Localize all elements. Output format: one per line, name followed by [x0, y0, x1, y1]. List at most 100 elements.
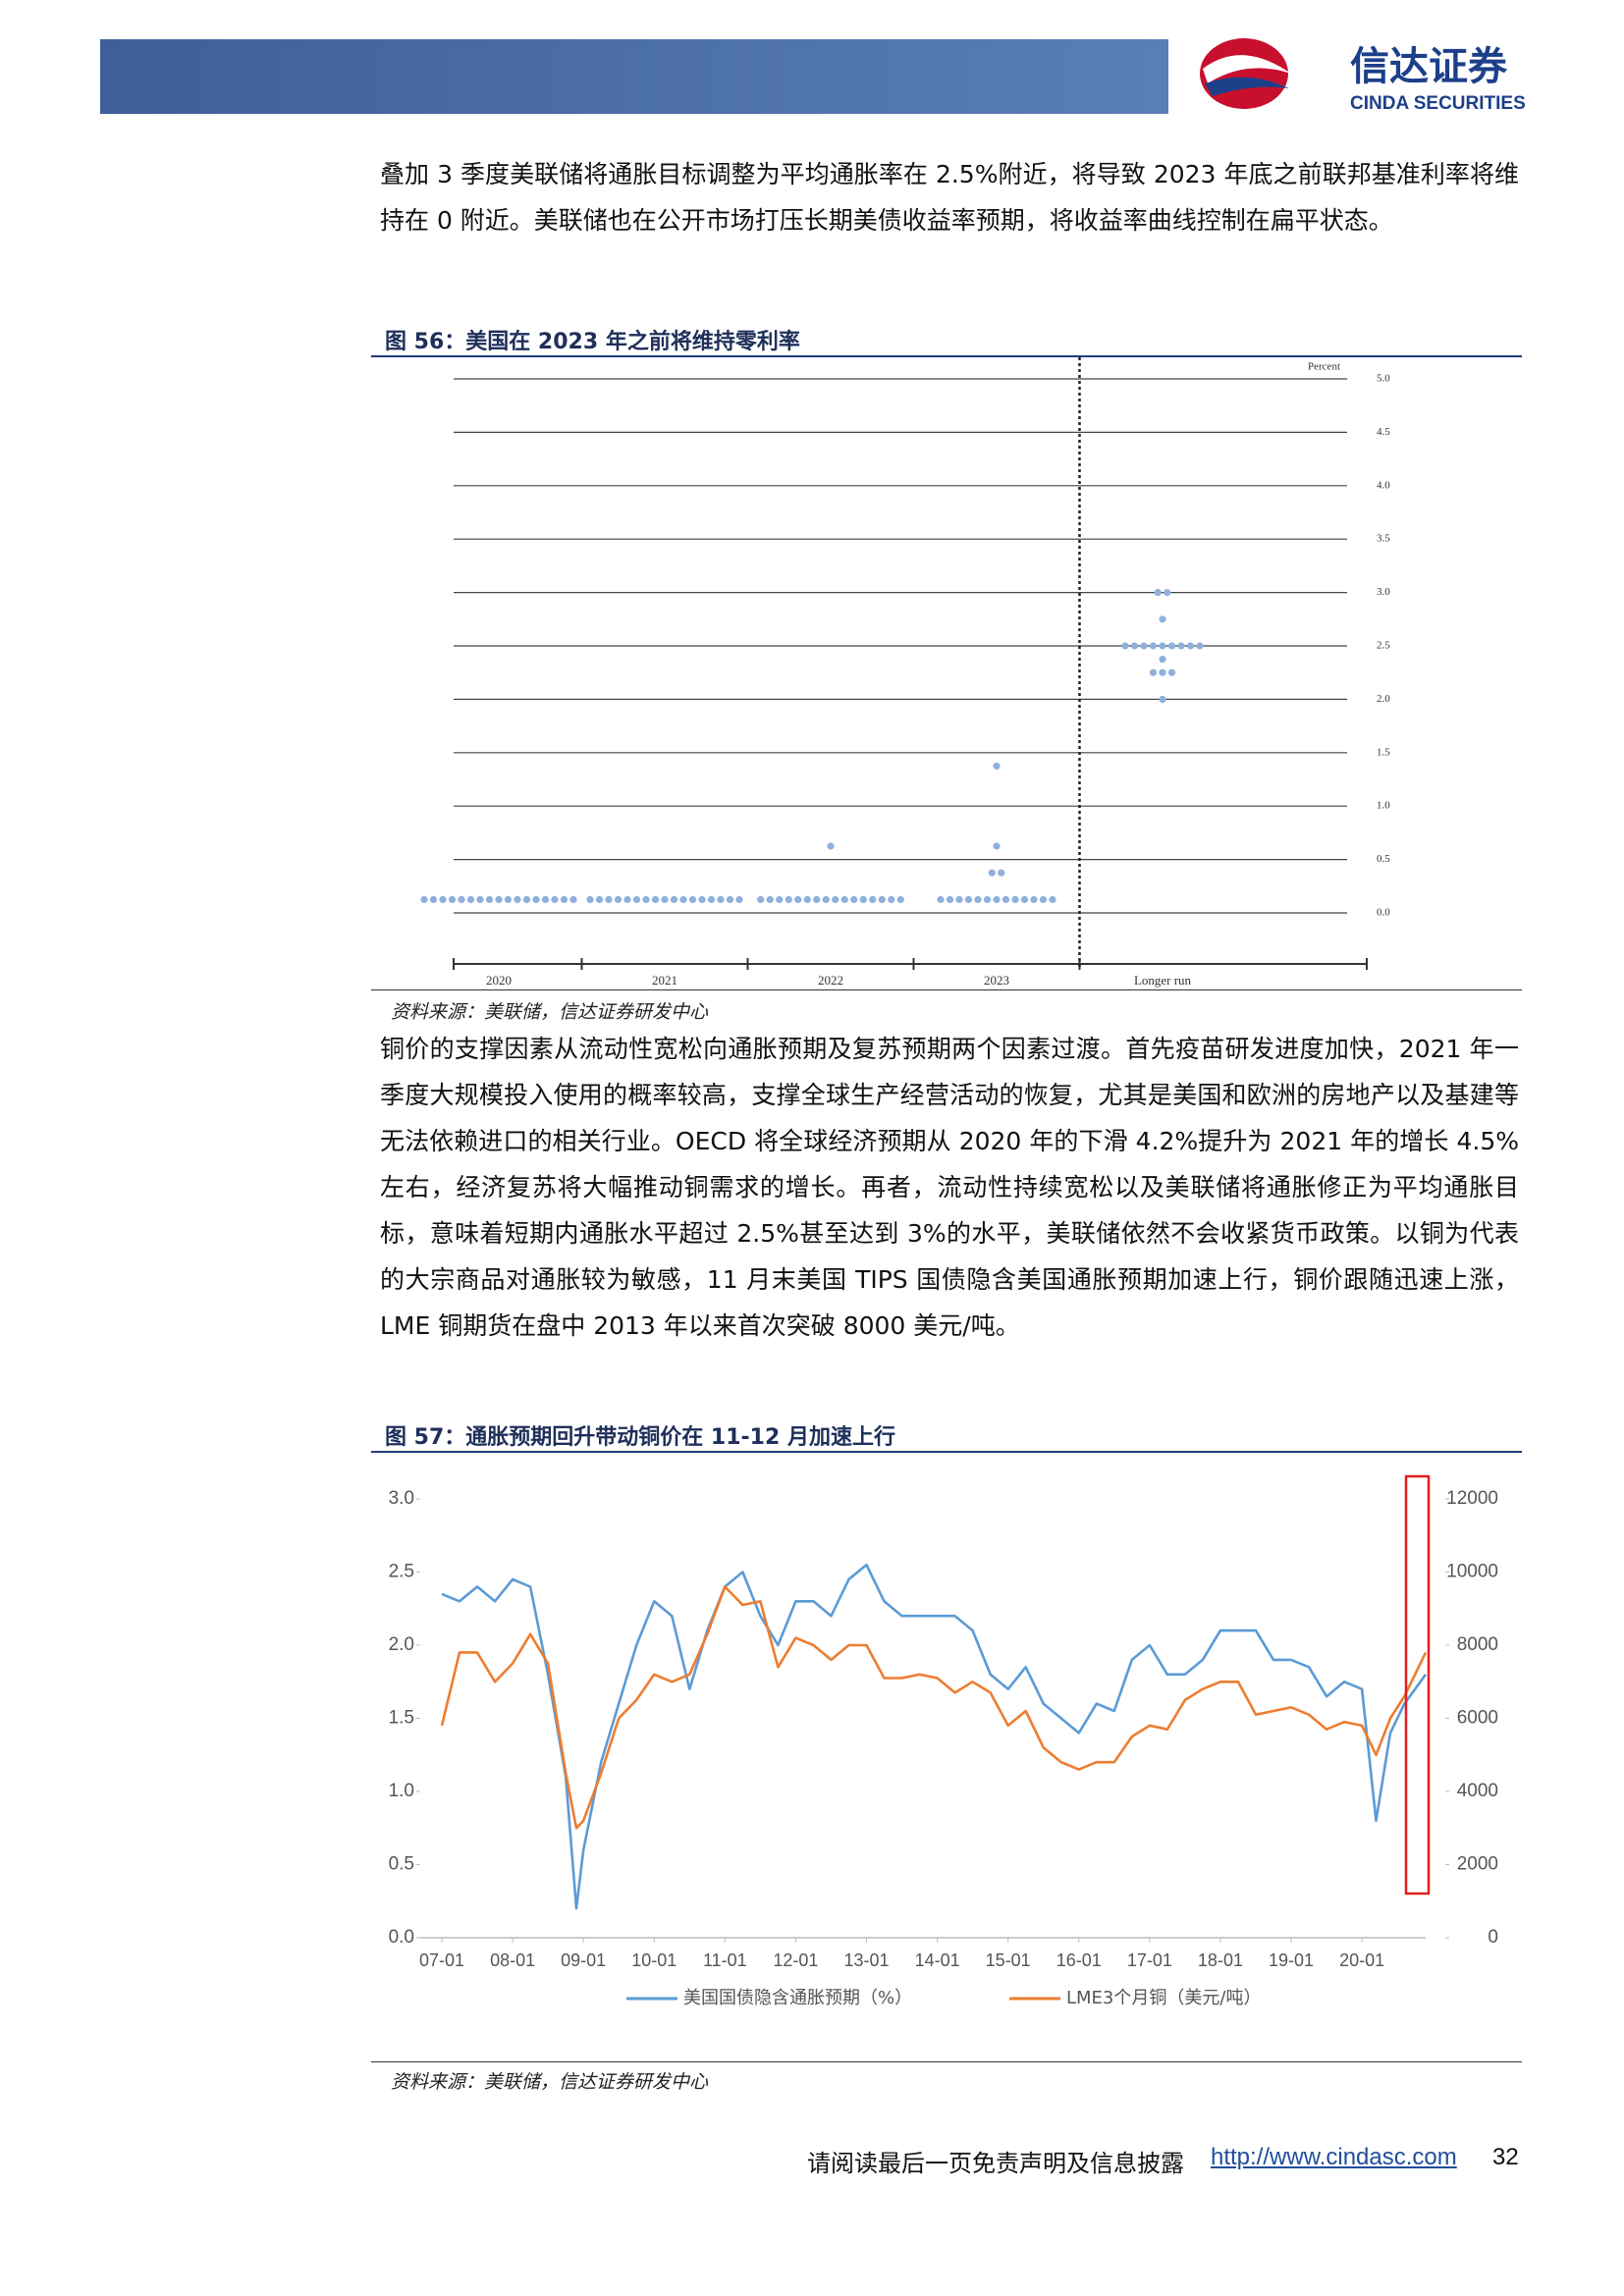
dot	[429, 895, 438, 904]
dot	[937, 895, 945, 904]
dot	[495, 895, 503, 904]
logo-name: 信达证券	[1350, 44, 1508, 89]
dot	[485, 895, 494, 904]
dot	[1130, 642, 1139, 650]
x-tick-label: 17-01	[1127, 1950, 1172, 1970]
dot	[504, 895, 513, 904]
dot	[569, 895, 577, 904]
dot	[614, 895, 623, 904]
figure-title: 图 57：通胀预期回升带动铜价在 11-12 月加速上行	[385, 1425, 895, 1450]
dot	[541, 895, 550, 904]
x-tick-label: 07-01	[419, 1950, 464, 1970]
dot	[1186, 642, 1195, 650]
y-tick-label: 1.0	[389, 1781, 414, 1801]
dot	[988, 869, 996, 877]
dot	[532, 895, 540, 904]
dot	[946, 895, 954, 904]
dot	[1020, 895, 1029, 904]
logo-swoosh	[1205, 77, 1289, 96]
y-tick-label: 0.0	[389, 1927, 414, 1948]
y2-tick-label: 8000	[1457, 1634, 1498, 1655]
paragraph: 铜价的支撑因素从流动性宽松向通胀预期及复苏预期两个因素过渡。首先疫苗研发进度加快…	[380, 1035, 1519, 1340]
x-tick-label: 2022	[818, 973, 843, 988]
legend-label: 美国国债隐含通胀预期（%）	[683, 1988, 912, 2008]
dot	[642, 895, 650, 904]
dot	[688, 895, 697, 904]
dot	[1196, 642, 1204, 650]
x-tick-label: 10-01	[631, 1950, 677, 1970]
rule	[371, 355, 1522, 357]
dot	[1030, 895, 1038, 904]
y-tick-label: 0.5	[1377, 853, 1390, 865]
disclaimer: 请阅读最后一页免责声明及信息披露	[807, 2150, 1184, 2177]
dot	[850, 895, 858, 904]
y-tick-label: 4.5	[1377, 426, 1390, 438]
x-tick-label: 12-01	[773, 1950, 818, 1970]
x-tick-label: 11-01	[703, 1950, 747, 1970]
dot	[1167, 642, 1176, 650]
dot	[679, 895, 687, 904]
dot	[466, 895, 475, 904]
x-tick-label: 2021	[652, 973, 677, 988]
dot	[551, 895, 559, 904]
y-tick-label: 3.5	[1377, 533, 1390, 545]
x-tick-label: 16-01	[1056, 1950, 1102, 1970]
header-bar	[100, 39, 1168, 114]
dot	[888, 895, 895, 904]
dot	[1001, 895, 1010, 904]
dot	[707, 895, 716, 904]
y-tick-label: 1.0	[1377, 800, 1390, 812]
chart: 0.0 0.5 1.0 1.5 2.0 2.5 3.0 0 2000 4000 6000 8000 10…	[389, 1474, 1498, 2008]
y-tick-label: 2.5	[1377, 640, 1390, 652]
x-tick-label: 13-01	[843, 1950, 889, 1970]
rule	[371, 2061, 1522, 2062]
dot	[560, 895, 568, 904]
dot	[993, 842, 1001, 850]
y2-tick-label: 4000	[1457, 1781, 1498, 1801]
dot	[1159, 695, 1166, 703]
logo-swoosh	[1203, 55, 1291, 83]
y-tick-label: 2.5	[389, 1562, 414, 1582]
dot	[998, 869, 1005, 877]
dot	[726, 895, 734, 904]
dot	[717, 895, 725, 904]
dot	[896, 895, 904, 904]
dot	[661, 895, 669, 904]
y-tick-label: 5.0	[1377, 373, 1390, 385]
x-tick-label: 2020	[486, 973, 512, 988]
dot	[1154, 589, 1162, 597]
dot	[1121, 642, 1129, 650]
source: 资料来源：美联储，信达证券研发中心	[391, 1001, 709, 1023]
dot	[869, 895, 877, 904]
x-tick-label: 08-01	[490, 1950, 535, 1970]
dot	[586, 895, 594, 904]
y-tick-label: 2.0	[1377, 693, 1390, 705]
dot	[1140, 642, 1148, 650]
y2-tick-label: 0	[1488, 1927, 1498, 1948]
dot	[1177, 642, 1185, 650]
link[interactable]: http://www.cindasc.com	[1211, 2144, 1457, 2170]
dot	[757, 895, 765, 904]
dot	[993, 762, 1001, 770]
dot	[670, 895, 678, 904]
y-tick-label: 0.0	[1377, 907, 1390, 919]
x-tick-label: Longer run	[1134, 973, 1192, 988]
dot	[1159, 615, 1166, 623]
dot	[514, 895, 521, 904]
dot	[859, 895, 867, 904]
dot	[827, 842, 835, 850]
y-tick-label: 2.0	[389, 1634, 414, 1655]
dot	[1049, 895, 1056, 904]
dot	[813, 895, 821, 904]
dot	[698, 895, 706, 904]
dot	[595, 895, 604, 904]
x-tick-label: 18-01	[1198, 1950, 1243, 1970]
y-tick-label: 4.0	[1377, 479, 1390, 491]
dot	[651, 895, 660, 904]
dot	[1149, 668, 1158, 676]
dot	[840, 895, 848, 904]
dot	[458, 895, 465, 904]
y2-tick-label: 2000	[1457, 1854, 1498, 1875]
dot	[439, 895, 447, 904]
dot	[803, 895, 811, 904]
